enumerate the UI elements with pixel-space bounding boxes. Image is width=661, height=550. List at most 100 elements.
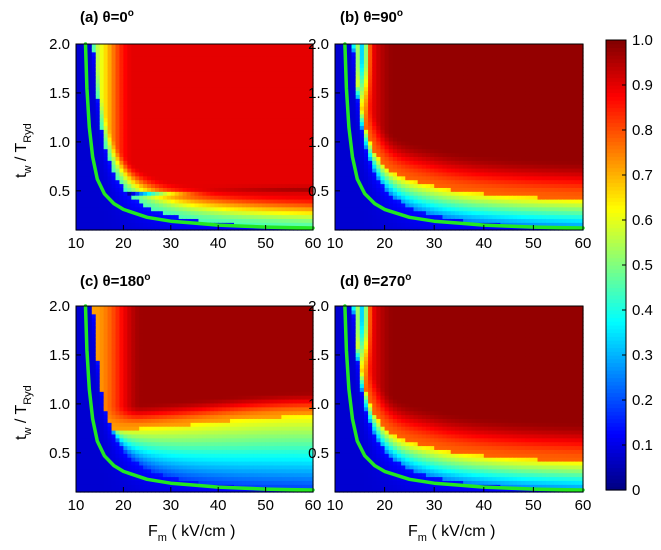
heatmap-cell: [459, 164, 464, 169]
heatmap-cell: [293, 222, 298, 227]
heatmap-cell: [115, 129, 121, 134]
heatmap-cell: [281, 102, 286, 107]
heatmap-cell: [335, 152, 340, 157]
heatmap-cell: [131, 82, 136, 88]
heatmap-cell: [241, 160, 247, 165]
heatmap-cell: [115, 90, 121, 95]
heatmap-cell: [123, 71, 128, 76]
heatmap-cell: [234, 63, 239, 68]
heatmap-cell: [115, 102, 121, 107]
heatmap-cell: [285, 168, 290, 173]
heatmap-cell: [139, 75, 144, 80]
heatmap-cell: [226, 125, 231, 130]
heatmap-cell: [269, 168, 275, 173]
heatmap-cell: [475, 121, 481, 126]
heatmap-cell: [309, 183, 314, 188]
heatmap-cell: [421, 183, 427, 188]
heatmap-cell: [194, 102, 200, 107]
heatmap-cell: [115, 121, 121, 126]
heatmap-cell: [479, 90, 485, 95]
heatmap-cell: [198, 55, 203, 61]
heatmap-cell: [446, 175, 452, 181]
heatmap-cell: [301, 86, 306, 92]
heatmap-cell: [198, 214, 203, 219]
heatmap-cell: [281, 59, 286, 64]
heatmap-cell: [397, 171, 402, 177]
heatmap-cell: [166, 137, 172, 142]
heatmap-cell: [95, 109, 101, 115]
heatmap-cell: [218, 102, 223, 107]
heatmap-cell: [277, 113, 282, 119]
heatmap-cell: [170, 44, 176, 49]
heatmap-cell: [245, 222, 251, 227]
plot-frame: [75, 43, 314, 231]
heatmap-cell: [512, 191, 518, 196]
heatmap-cell: [218, 195, 223, 200]
heatmap-cell: [442, 109, 448, 115]
heatmap-cell: [186, 44, 192, 49]
heatmap-cell: [339, 82, 344, 88]
heatmap-cell: [301, 156, 306, 161]
heatmap-cell: [335, 98, 340, 103]
heatmap-cell: [454, 55, 460, 61]
heatmap-cell: [269, 59, 275, 64]
heatmap-cell: [388, 206, 394, 212]
heatmap-cell: [162, 55, 168, 61]
heatmap-cell: [257, 67, 263, 72]
heatmap-cell: [355, 206, 361, 212]
heatmap-cell: [158, 206, 164, 212]
heatmap-cell: [273, 144, 279, 150]
heatmap-cell: [230, 121, 235, 126]
heatmap-cell: [459, 82, 464, 88]
heatmap-cell: [492, 179, 497, 185]
heatmap-cell: [123, 175, 128, 181]
heatmap-cell: [492, 109, 497, 115]
heatmap-cell: [273, 47, 279, 53]
heatmap-cell: [421, 106, 427, 111]
heatmap-cell: [355, 109, 361, 115]
heatmap-cell: [380, 75, 386, 80]
heatmap-cell: [226, 55, 231, 61]
heatmap-cell: [190, 44, 196, 49]
heatmap-cell: [417, 78, 423, 84]
heatmap-cell: [111, 117, 117, 123]
heatmap-cell: [450, 179, 456, 185]
heatmap-cell: [91, 179, 97, 185]
heatmap-cell: [273, 55, 279, 61]
heatmap-cell: [459, 90, 464, 95]
heatmap-cell: [392, 78, 398, 84]
heatmap-cell: [222, 140, 227, 146]
heatmap-cell: [76, 171, 81, 177]
heatmap-cell: [147, 109, 152, 115]
heatmap-cell: [206, 210, 211, 216]
heatmap-cell: [182, 214, 188, 219]
heatmap-cell: [249, 160, 255, 165]
heatmap-cell: [417, 121, 423, 126]
heatmap-cell: [139, 199, 144, 204]
heatmap-cell: [277, 86, 282, 92]
heatmap-cell: [198, 44, 203, 49]
heatmap-cell: [301, 117, 306, 123]
heatmap-cell: [166, 214, 172, 219]
heatmap-cell: [245, 75, 251, 80]
heatmap-cell: [277, 218, 282, 223]
heatmap-cell: [289, 195, 294, 200]
heatmap-cell: [241, 171, 247, 177]
heatmap-cell: [405, 75, 410, 80]
heatmap-cell: [401, 164, 406, 169]
heatmap-cell: [376, 98, 382, 103]
heatmap-cell: [214, 125, 219, 130]
heatmap-cell: [285, 67, 290, 72]
heatmap-cell: [162, 164, 168, 169]
heatmap-cell: [347, 218, 353, 223]
heatmap-cell: [265, 160, 271, 165]
heatmap-cell: [372, 90, 377, 95]
heatmap-cell: [99, 171, 105, 177]
heatmap-cell: [438, 106, 444, 111]
heatmap-cell: [421, 125, 427, 130]
heatmap-cell: [355, 63, 361, 68]
heatmap-cell: [483, 206, 489, 212]
heatmap-cell: [293, 144, 298, 150]
heatmap-cell: [155, 199, 160, 204]
heatmap-cell: [363, 152, 369, 157]
